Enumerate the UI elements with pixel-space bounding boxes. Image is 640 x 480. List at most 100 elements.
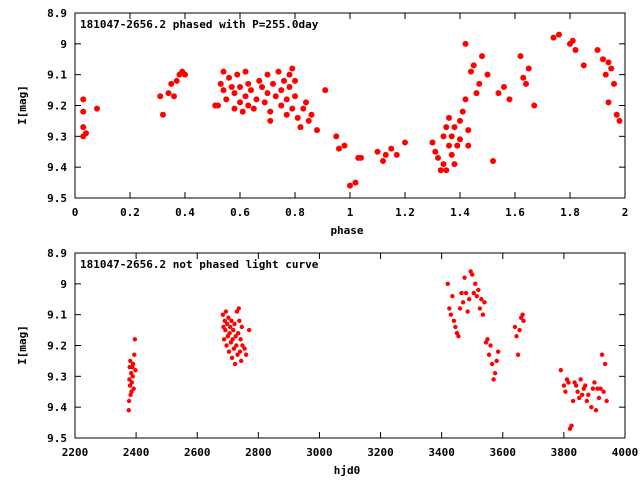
data-point bbox=[448, 133, 455, 140]
data-point bbox=[459, 108, 466, 115]
x-tick-label: 3200 bbox=[367, 446, 394, 459]
data-point bbox=[129, 389, 134, 394]
data-point bbox=[447, 306, 452, 311]
data-point bbox=[220, 68, 227, 75]
data-point bbox=[580, 392, 585, 398]
data-point bbox=[440, 133, 447, 140]
data-point bbox=[489, 361, 495, 367]
x-tick-label: 0.8 bbox=[285, 206, 305, 219]
data-point bbox=[601, 389, 606, 394]
data-point bbox=[270, 80, 276, 87]
data-point bbox=[465, 309, 470, 314]
x-tick-label: 3600 bbox=[490, 446, 517, 459]
x-tick-label: 2400 bbox=[123, 446, 150, 459]
data-point bbox=[462, 275, 467, 280]
data-point bbox=[448, 151, 455, 158]
data-point bbox=[133, 367, 138, 373]
data-point bbox=[459, 290, 464, 296]
data-point bbox=[157, 93, 164, 100]
data-point bbox=[236, 306, 241, 311]
data-point bbox=[521, 318, 526, 324]
data-point bbox=[278, 102, 285, 109]
data-point bbox=[448, 312, 454, 317]
data-point bbox=[380, 158, 386, 164]
data-point bbox=[470, 272, 475, 277]
data-point bbox=[569, 423, 574, 428]
data-point bbox=[127, 377, 132, 382]
data-point bbox=[382, 151, 389, 158]
data-point bbox=[512, 324, 518, 330]
data-point bbox=[130, 361, 136, 367]
data-point bbox=[239, 108, 246, 115]
data-point bbox=[520, 312, 525, 317]
data-point bbox=[286, 84, 293, 90]
x-tick-label: 1.8 bbox=[560, 206, 580, 219]
x-tick-label: 4000 bbox=[612, 446, 639, 459]
data-point bbox=[239, 358, 244, 364]
data-point bbox=[492, 371, 498, 376]
data-point bbox=[440, 161, 447, 168]
data-point bbox=[242, 93, 249, 100]
x-tick-label: 0.2 bbox=[120, 206, 140, 219]
data-point bbox=[517, 53, 524, 60]
data-point bbox=[490, 158, 496, 164]
data-point bbox=[281, 77, 287, 84]
data-point bbox=[239, 324, 245, 330]
x-tick-label: 2800 bbox=[245, 446, 272, 459]
data-point bbox=[80, 96, 87, 103]
data-point bbox=[520, 74, 527, 81]
data-point bbox=[278, 87, 285, 94]
y-tick-label: 9.5 bbox=[47, 192, 67, 205]
x-tick-label: 2200 bbox=[62, 446, 89, 459]
data-point bbox=[450, 293, 455, 299]
axis-ticks: 2200 2400 2600 2800 3000 3200 3400 3600 3800 4000… bbox=[47, 247, 638, 459]
data-point bbox=[495, 349, 501, 354]
y-tick-label: 9.2 bbox=[47, 100, 67, 113]
data-point bbox=[495, 90, 502, 97]
data-point bbox=[576, 395, 582, 401]
data-point bbox=[488, 343, 493, 348]
y-tick-label: 9.4 bbox=[47, 161, 67, 174]
data-point bbox=[470, 62, 477, 69]
data-point bbox=[600, 56, 606, 63]
data-point bbox=[432, 148, 439, 155]
data-point bbox=[272, 93, 279, 100]
data-point bbox=[584, 398, 590, 404]
data-point bbox=[223, 309, 229, 314]
data-point bbox=[297, 124, 304, 131]
data-point bbox=[429, 139, 436, 146]
data-point bbox=[451, 318, 457, 324]
data-point bbox=[231, 327, 236, 333]
data-point bbox=[473, 90, 480, 97]
data-point bbox=[575, 389, 580, 394]
plot-frame bbox=[74, 12, 626, 199]
y-axis-label: I[mag] bbox=[16, 85, 29, 125]
data-point bbox=[435, 154, 441, 161]
data-point bbox=[558, 367, 564, 373]
data-point bbox=[126, 398, 132, 404]
data-point bbox=[171, 93, 177, 100]
data-point bbox=[605, 59, 612, 66]
data-point bbox=[595, 386, 600, 391]
data-point bbox=[517, 327, 522, 333]
data-point bbox=[556, 31, 562, 38]
data-point bbox=[229, 318, 234, 324]
data-point bbox=[246, 327, 252, 333]
data-point bbox=[232, 321, 237, 327]
data-point bbox=[256, 77, 263, 84]
y-tick-label: 9 bbox=[60, 38, 67, 51]
data-point bbox=[300, 105, 307, 112]
data-point bbox=[130, 374, 135, 379]
data-point bbox=[616, 117, 623, 124]
data-point bbox=[608, 65, 615, 72]
data-point bbox=[593, 408, 599, 413]
data-point bbox=[243, 352, 249, 357]
data-point bbox=[234, 343, 239, 348]
data-point bbox=[573, 383, 579, 388]
unphased-light-curve-panel: 181047-2656.2 not phased light curve hjd… bbox=[16, 247, 638, 477]
data-point bbox=[283, 111, 290, 118]
y-tick-label: 9.1 bbox=[47, 309, 67, 322]
data-point bbox=[480, 312, 486, 317]
y-tick-label: 9.3 bbox=[47, 370, 67, 383]
